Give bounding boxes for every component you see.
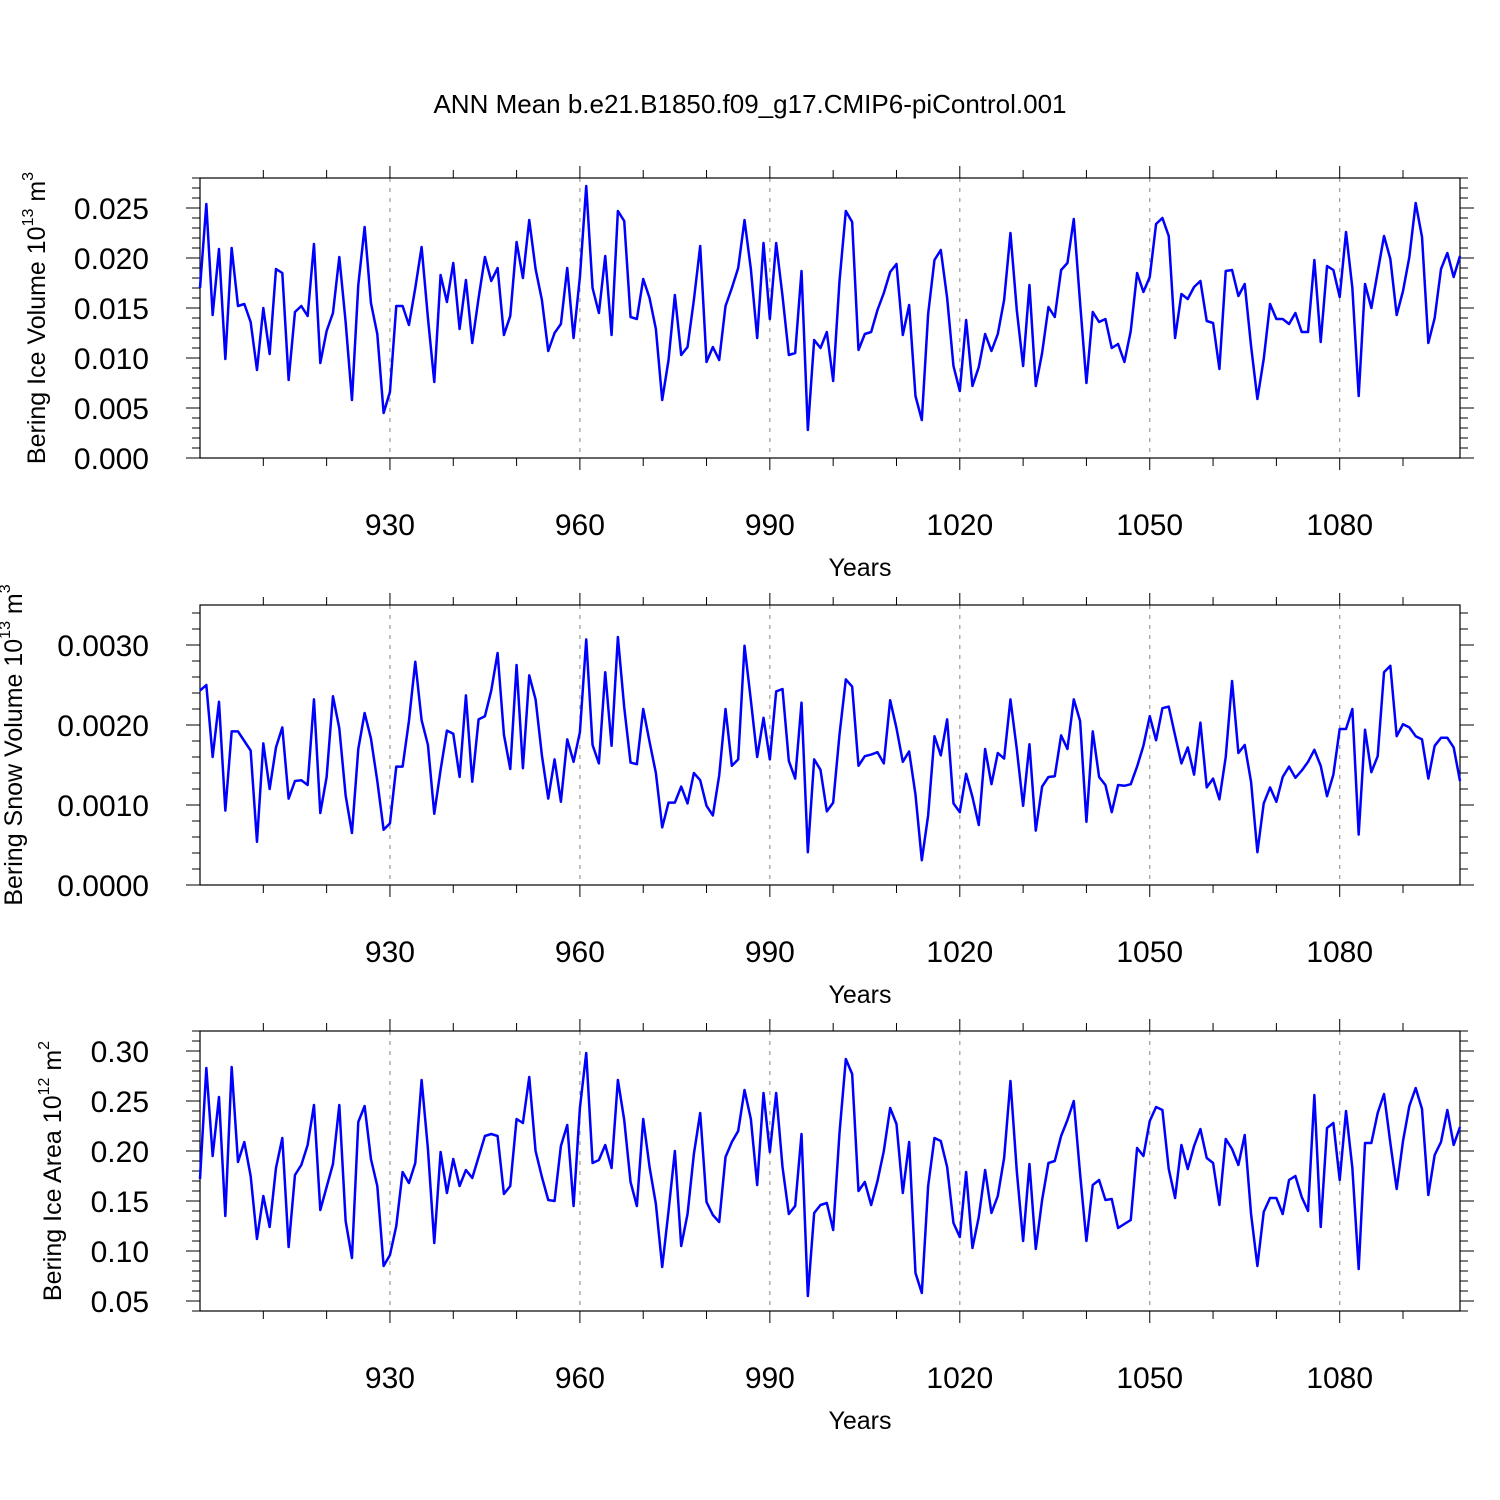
y-axis-title-exponent: 13 xyxy=(0,621,14,639)
x-tick-label: 960 xyxy=(555,936,605,969)
x-tick-label: 1020 xyxy=(926,936,993,969)
y-axis-title-exponent: 12 xyxy=(36,1077,53,1095)
y-tick-label: 0.0000 xyxy=(57,870,149,903)
x-tick-label: 990 xyxy=(745,936,795,969)
x-tick-label: 1050 xyxy=(1116,1362,1183,1395)
x-tick-label: 1080 xyxy=(1306,509,1373,542)
y-axis-title-unit-exponent: 3 xyxy=(20,172,37,181)
y-axis-title-unit-exponent: 3 xyxy=(0,584,14,593)
y-tick-label: 0.015 xyxy=(74,293,149,326)
x-tick-label: 1050 xyxy=(1116,509,1183,542)
y-tick-label: 0.0030 xyxy=(57,630,149,663)
x-axis-title: Years xyxy=(828,981,891,1009)
y-axis-title-unit: m xyxy=(0,593,28,621)
y-tick-label: 0.10 xyxy=(91,1236,149,1269)
y-axis-title-exponent: 13 xyxy=(20,209,37,227)
y-tick-label: 0.30 xyxy=(91,1036,149,1069)
chart-panel-2: 930 960 990 1020 1050 1080 0.0000 0.0010 0.0020 0… xyxy=(0,584,1474,1009)
y-tick-label: 0.0010 xyxy=(57,790,149,823)
y-axis-title-text: Bering Snow Volume 10 xyxy=(0,639,28,906)
series-line xyxy=(198,1051,1462,1298)
x-axis-title: Years xyxy=(828,554,891,582)
y-axis-title-text: Bering Ice Area 10 xyxy=(39,1095,67,1301)
x-tick-label: 1080 xyxy=(1306,936,1373,969)
y-tick-label: 0.15 xyxy=(91,1186,149,1219)
x-tick-label: 930 xyxy=(365,1362,415,1395)
x-tick-label: 1020 xyxy=(926,509,993,542)
x-tick-label: 990 xyxy=(745,509,795,542)
y-axis-title-unit: m xyxy=(23,181,51,209)
y-axis-title: Bering Ice Volume 1013 m3 xyxy=(20,172,51,464)
y-axis-title-text: Bering Ice Volume 10 xyxy=(23,226,51,464)
x-tick-label: 930 xyxy=(365,936,415,969)
y-tick-label: 0.25 xyxy=(91,1086,149,1119)
y-axis-title-unit: m xyxy=(39,1050,67,1078)
y-tick-label: 0.20 xyxy=(91,1136,149,1169)
y-axis-title-unit-exponent: 2 xyxy=(36,1041,53,1050)
x-tick-label: 960 xyxy=(555,509,605,542)
x-tick-label: 960 xyxy=(555,1362,605,1395)
x-tick-label: 930 xyxy=(365,509,415,542)
y-tick-label: 0.020 xyxy=(74,243,149,276)
series-line xyxy=(198,184,1462,432)
y-tick-label: 0.005 xyxy=(74,393,149,426)
figure-title: ANN Mean b.e21.B1850.f09_g17.CMIP6-piCon… xyxy=(433,89,1066,119)
x-axis-title: Years xyxy=(828,1407,891,1435)
chart-panel-3: 930 960 990 1020 1050 1080 0.05 0.10 0.15 0.20 0.2… xyxy=(36,1019,1474,1435)
series-line xyxy=(199,635,1462,862)
chart-panel-1: 930 960 990 1020 1050 1080 0.000 0.005 0.010 0.01… xyxy=(20,166,1474,582)
x-tick-label: 1050 xyxy=(1116,936,1183,969)
y-tick-label: 0.010 xyxy=(74,343,149,376)
plot-frame xyxy=(199,604,1461,886)
y-tick-label: 0.000 xyxy=(74,443,149,476)
y-axis-title: Bering Ice Area 1012 m2 xyxy=(36,1041,67,1301)
x-tick-label: 1080 xyxy=(1306,1362,1373,1395)
y-tick-label: 0.0020 xyxy=(57,710,149,743)
y-axis-title: Bering Snow Volume 1013 m3 xyxy=(0,584,28,905)
x-tick-label: 1020 xyxy=(926,1362,993,1395)
y-tick-label: 0.025 xyxy=(74,193,149,226)
y-tick-label: 0.05 xyxy=(91,1286,149,1319)
x-tick-label: 990 xyxy=(745,1362,795,1395)
